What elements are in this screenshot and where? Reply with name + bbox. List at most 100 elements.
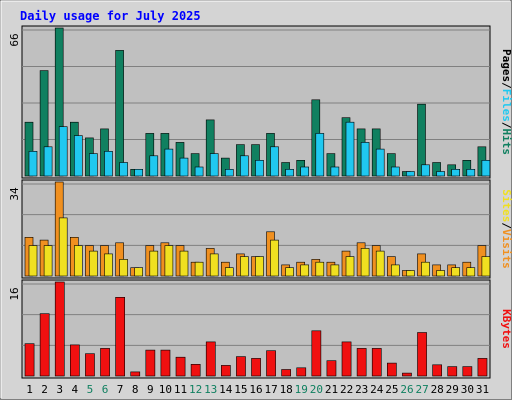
bar-sites-day-8 <box>134 267 143 277</box>
x-tick-label-day-19: 19 <box>295 383 308 396</box>
x-tick-label-day-20: 20 <box>310 383 323 396</box>
x-tick-label-day-31: 31 <box>476 383 489 396</box>
bar-files-day-27 <box>421 164 430 177</box>
bar-files-day-1 <box>28 151 38 177</box>
bar-files-day-24 <box>375 148 385 177</box>
bar-sites-day-17 <box>270 239 279 277</box>
legend-separator: / <box>500 222 512 229</box>
x-tick-label-day-9: 9 <box>147 383 154 396</box>
bar-kbytes-day-30 <box>462 366 473 377</box>
bar-files-day-20 <box>315 133 325 177</box>
bar-sites-day-3 <box>58 217 68 277</box>
bar-sites-day-13 <box>209 253 219 277</box>
bar-sites-day-6 <box>104 253 113 277</box>
bar-kbytes-day-6 <box>100 348 110 377</box>
bar-files-day-14 <box>225 169 234 177</box>
bar-kbytes-day-20 <box>311 330 322 377</box>
bar-sites-day-4 <box>74 245 83 277</box>
bar-kbytes-day-5 <box>85 353 95 377</box>
bar-sites-day-18 <box>285 267 294 277</box>
legend-label-visits: Visits <box>500 229 512 269</box>
x-tick-label-day-27: 27 <box>415 383 428 396</box>
bar-sites-day-5 <box>89 250 98 277</box>
x-tick-label-day-13: 13 <box>204 383 217 396</box>
x-tick-label-day-7: 7 <box>117 383 124 396</box>
bar-files-day-3 <box>58 126 68 177</box>
bar-files-day-12 <box>194 166 204 177</box>
bar-kbytes-day-29 <box>447 366 458 377</box>
bar-kbytes-day-10 <box>160 349 171 377</box>
x-tick-label-day-11: 11 <box>174 383 187 396</box>
x-tick-label-day-2: 2 <box>41 383 48 396</box>
x-tick-label-day-5: 5 <box>87 383 94 396</box>
bar-kbytes-day-21 <box>326 360 337 377</box>
bar-kbytes-day-4 <box>70 344 80 377</box>
x-tick-label-day-25: 25 <box>385 383 398 396</box>
bar-sites-day-7 <box>119 259 128 277</box>
bar-files-day-16 <box>255 160 264 177</box>
bar-kbytes-day-18 <box>281 369 291 377</box>
panel-sites-visits-legend: Sites/Visits <box>500 189 512 269</box>
x-tick-label-day-26: 26 <box>400 383 413 396</box>
bar-kbytes-day-8 <box>130 371 141 377</box>
bar-files-day-29 <box>451 169 461 177</box>
legend-separator: / <box>500 122 512 129</box>
bar-kbytes-day-24 <box>371 348 382 377</box>
x-tick-label-day-12: 12 <box>189 383 202 396</box>
bar-sites-day-27 <box>421 261 430 277</box>
bar-files-day-5 <box>89 153 98 177</box>
x-tick-label-day-4: 4 <box>71 383 78 396</box>
panel-kbytes-legend: KBytes <box>500 309 512 349</box>
bar-kbytes-day-28 <box>432 364 442 377</box>
bar-sites-day-23 <box>360 248 370 277</box>
bar-sites-day-31 <box>481 256 491 277</box>
x-tick-label-day-24: 24 <box>370 383 384 396</box>
bar-kbytes-day-14 <box>221 365 231 377</box>
bar-sites-day-15 <box>240 256 249 277</box>
bar-files-day-25 <box>390 166 400 177</box>
bar-kbytes-day-12 <box>190 363 201 377</box>
bar-files-day-22 <box>345 121 355 177</box>
bar-files-day-10 <box>164 148 174 177</box>
bar-sites-day-1 <box>28 245 38 277</box>
bar-files-day-2 <box>43 146 53 177</box>
bar-files-day-13 <box>209 153 219 177</box>
bar-sites-day-22 <box>345 256 355 277</box>
bar-files-day-7 <box>119 162 128 177</box>
panel-visits-hits-max-label: 66 <box>8 33 21 46</box>
panel-visits-hits-legend: Pages/Files/Hits <box>500 49 512 155</box>
x-tick-label-day-23: 23 <box>355 383 368 396</box>
panel-sites-visits-max-label: 34 <box>8 187 21 201</box>
bar-files-day-17 <box>270 146 279 177</box>
bar-kbytes-day-25 <box>386 362 397 377</box>
bar-sites-day-9 <box>149 250 159 277</box>
bar-sites-day-14 <box>225 267 234 277</box>
bar-sites-day-28 <box>436 270 445 277</box>
bar-kbytes-day-9 <box>145 349 156 377</box>
bar-sites-day-16 <box>255 256 264 277</box>
bar-files-day-30 <box>466 169 476 177</box>
bar-files-day-9 <box>149 155 159 177</box>
bar-sites-day-11 <box>179 250 189 277</box>
bar-kbytes-day-16 <box>251 358 261 377</box>
chart-title: Daily usage for July 2025 <box>20 9 201 23</box>
legend-separator: / <box>500 82 512 89</box>
bar-files-day-31 <box>481 160 491 177</box>
bar-files-day-15 <box>240 155 249 177</box>
bar-sites-day-29 <box>451 267 461 277</box>
bar-kbytes-day-13 <box>205 341 216 377</box>
chart-panels: 66 34 16 <box>8 25 491 379</box>
bar-kbytes-day-23 <box>356 348 367 377</box>
x-tick-label-day-17: 17 <box>264 383 277 396</box>
x-tick-label-day-29: 29 <box>446 383 459 396</box>
panel-kbytes-max-label: 16 <box>8 287 21 300</box>
bar-kbytes-day-1 <box>24 343 35 377</box>
bar-sites-day-24 <box>375 250 385 277</box>
legend-label-sites: Sites <box>500 189 512 222</box>
bar-kbytes-day-26 <box>402 372 412 377</box>
bar-kbytes-day-31 <box>477 358 488 377</box>
bar-kbytes-day-2 <box>39 313 50 377</box>
